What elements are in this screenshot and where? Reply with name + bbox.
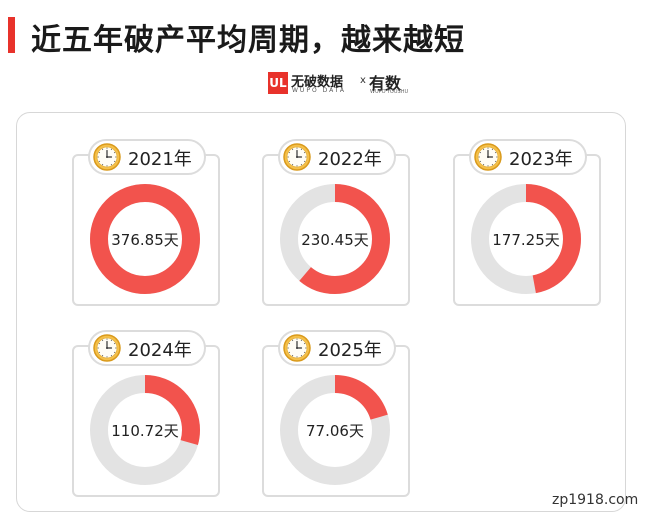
donut-arc: [90, 375, 200, 485]
wupo-logo-icon: UL: [268, 72, 288, 94]
donut-ring: [471, 184, 581, 294]
donut-arc: [471, 184, 581, 294]
year-label: 2024年: [128, 340, 192, 361]
clock-icon: [93, 334, 121, 362]
year-label: 2023年: [509, 149, 573, 170]
value-label: 177.25天: [492, 231, 560, 249]
clock-icon: [93, 143, 121, 171]
donut-ring: [280, 184, 390, 294]
value-label: 230.45天: [301, 231, 369, 249]
partner-subtitle: WUPO YOUSHU: [370, 89, 409, 95]
year-pill: 2022年: [278, 139, 396, 175]
title-accent-bar: [8, 17, 15, 53]
clock-icon: [474, 143, 502, 171]
year-card: 2021年 376.85天: [72, 139, 220, 306]
partner-name: 有数: [369, 74, 402, 93]
year-pill: 2021年: [88, 139, 206, 175]
donut-arc: [280, 184, 390, 294]
value-label: 110.72天: [111, 422, 179, 440]
year-card: 2025年 77.06天: [262, 330, 410, 497]
donut-arc: [280, 375, 390, 485]
donut-ring: [280, 375, 390, 485]
donut-ring: [90, 184, 200, 294]
year-card: 2023年 177.25天: [453, 139, 601, 306]
brand-name: 无破数据: [291, 75, 344, 90]
year-pill: 2025年: [278, 330, 396, 366]
year-card: 2022年 230.45天: [262, 139, 410, 306]
brand-connector: x: [360, 75, 366, 86]
year-label: 2022年: [318, 149, 382, 170]
donut-arc: [90, 184, 200, 294]
donut-ring: [90, 375, 200, 485]
value-label: 376.85天: [111, 231, 179, 249]
year-pill: 2024年: [88, 330, 206, 366]
year-pill: 2023年: [469, 139, 587, 175]
year-card: 2024年 110.72天: [72, 330, 220, 497]
watermark: zp1918.com: [552, 492, 639, 508]
chart-panel: 2021年 376.85天 2022年 230.45天 2023年 177.25天 2024…: [16, 112, 626, 512]
brand-subtitle: WUPO DATA: [292, 87, 347, 94]
page-title: 近五年破产平均周期，越来越短: [31, 23, 465, 58]
clock-icon: [283, 334, 311, 362]
value-label: 77.06天: [306, 422, 364, 440]
year-label: 2021年: [128, 149, 192, 170]
year-label: 2025年: [318, 340, 382, 361]
clock-icon: [283, 143, 311, 171]
brand-logo-group: UL 无破数据 WUPO DATA x 有数 WUPO YOUSHU: [268, 70, 408, 98]
